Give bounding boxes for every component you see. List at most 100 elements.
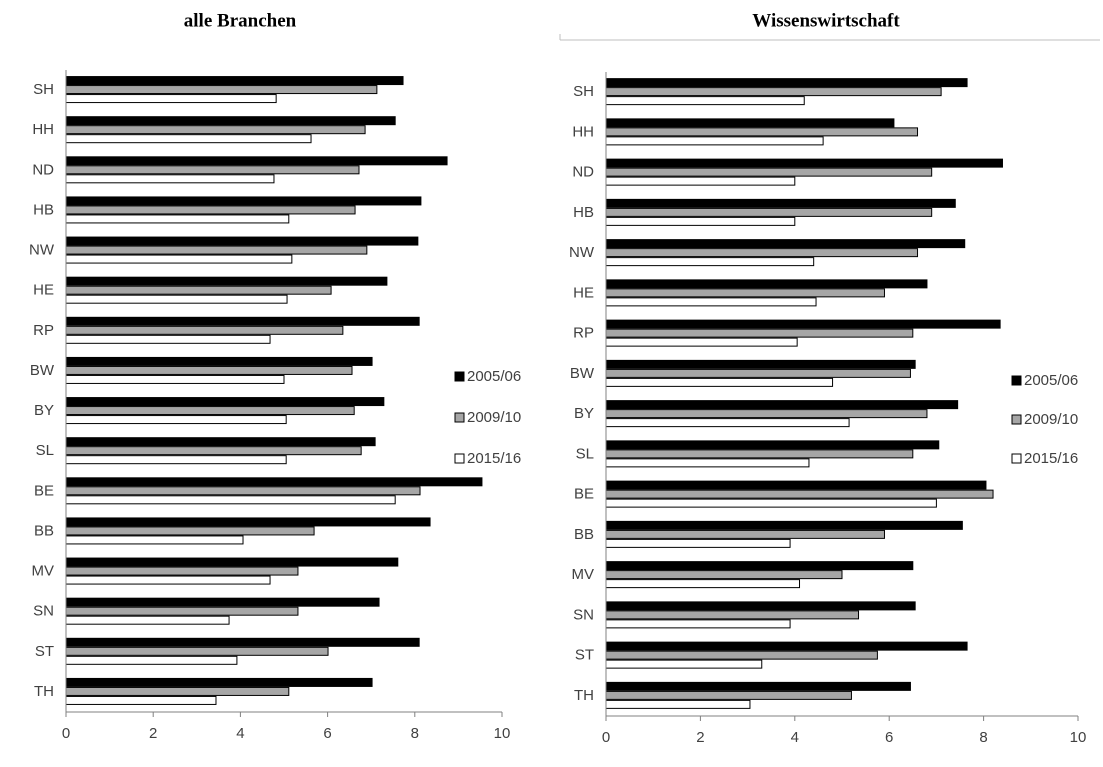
bar (65, 535, 244, 545)
bar (65, 276, 388, 286)
bar (605, 690, 852, 700)
y-tick-label: BB (34, 522, 54, 539)
x-tick-label: 0 (62, 725, 70, 742)
legend-swatch (1011, 375, 1022, 386)
bar (605, 257, 815, 267)
bar (65, 85, 378, 95)
legend-swatch (454, 371, 465, 382)
bar (605, 619, 791, 629)
y-tick-label: NW (29, 242, 55, 259)
y-tick-label: HB (573, 204, 594, 221)
bar (605, 118, 895, 128)
y-tick-label: BE (574, 486, 594, 503)
x-tick-label: 4 (791, 729, 799, 746)
bar (65, 597, 380, 607)
bar (605, 158, 1003, 168)
bar (65, 566, 299, 576)
legend-swatch (1011, 453, 1022, 464)
y-tick-label: ND (32, 161, 54, 178)
bar (65, 637, 420, 647)
bar (65, 294, 288, 304)
bar (65, 437, 376, 447)
bar (65, 486, 421, 496)
x-tick-label: 4 (236, 725, 244, 742)
bar (65, 156, 448, 166)
bar (65, 606, 299, 616)
y-tick-label: SH (573, 83, 594, 100)
bar (605, 409, 928, 419)
bar (605, 498, 937, 508)
bar (605, 449, 914, 459)
bar (605, 610, 860, 620)
bar (605, 520, 963, 530)
legend-swatch (1011, 414, 1022, 425)
bar (65, 557, 399, 567)
y-tick-label: BY (34, 402, 54, 419)
bar (605, 570, 843, 580)
x-tick-label: 8 (411, 725, 419, 742)
bar (605, 207, 933, 217)
bar (605, 78, 968, 88)
bar (605, 659, 763, 669)
bar (65, 134, 312, 144)
bar (65, 94, 277, 104)
bar (65, 495, 396, 505)
bar (605, 288, 885, 298)
bar (65, 334, 271, 344)
y-tick-label: MV (32, 563, 55, 580)
bar (605, 699, 751, 709)
bar (65, 316, 420, 326)
x-tick-label: 10 (1070, 729, 1087, 746)
bar (65, 236, 419, 246)
bar (605, 377, 834, 387)
y-tick-label: NW (569, 244, 595, 261)
y-tick-label: ST (35, 643, 54, 660)
bar (65, 646, 329, 656)
legend-label: 2009/10 (1024, 411, 1078, 428)
bar (65, 695, 217, 705)
y-tick-label: SL (36, 442, 54, 459)
bar (65, 205, 356, 215)
bar (605, 279, 928, 289)
bar (605, 297, 817, 307)
bar (605, 650, 878, 660)
bar (605, 167, 933, 177)
bar (65, 415, 287, 425)
bar (65, 575, 271, 585)
bar (65, 455, 287, 465)
bar (65, 214, 290, 224)
x-tick-label: 10 (494, 725, 511, 742)
bar (605, 480, 987, 490)
legend-label: 2005/06 (467, 368, 521, 385)
y-tick-label: BW (570, 365, 595, 382)
bar (65, 365, 353, 375)
bar (65, 356, 373, 366)
bar (65, 245, 368, 255)
bar (605, 127, 919, 137)
x-tick-label: 2 (696, 729, 704, 746)
y-tick-label: HH (572, 123, 594, 140)
bar (605, 641, 968, 651)
bar (605, 489, 994, 499)
y-tick-label: BY (574, 405, 594, 422)
bar (65, 397, 385, 407)
y-tick-label: RP (573, 325, 594, 342)
y-tick-label: MV (572, 566, 595, 583)
bar (605, 601, 916, 611)
bar (605, 359, 916, 369)
chart-title: Wissenswirtschaft (752, 10, 900, 31)
bar (605, 136, 824, 146)
bar (65, 655, 238, 665)
y-tick-label: HB (33, 201, 54, 218)
bar (605, 176, 796, 186)
bar (65, 165, 360, 175)
bar (65, 477, 483, 487)
x-tick-label: 0 (602, 729, 610, 746)
bar (65, 196, 422, 206)
y-tick-label: SL (576, 445, 594, 462)
x-tick-label: 8 (979, 729, 987, 746)
bar (605, 87, 942, 97)
y-tick-label: ST (575, 647, 594, 664)
bar (65, 446, 362, 456)
